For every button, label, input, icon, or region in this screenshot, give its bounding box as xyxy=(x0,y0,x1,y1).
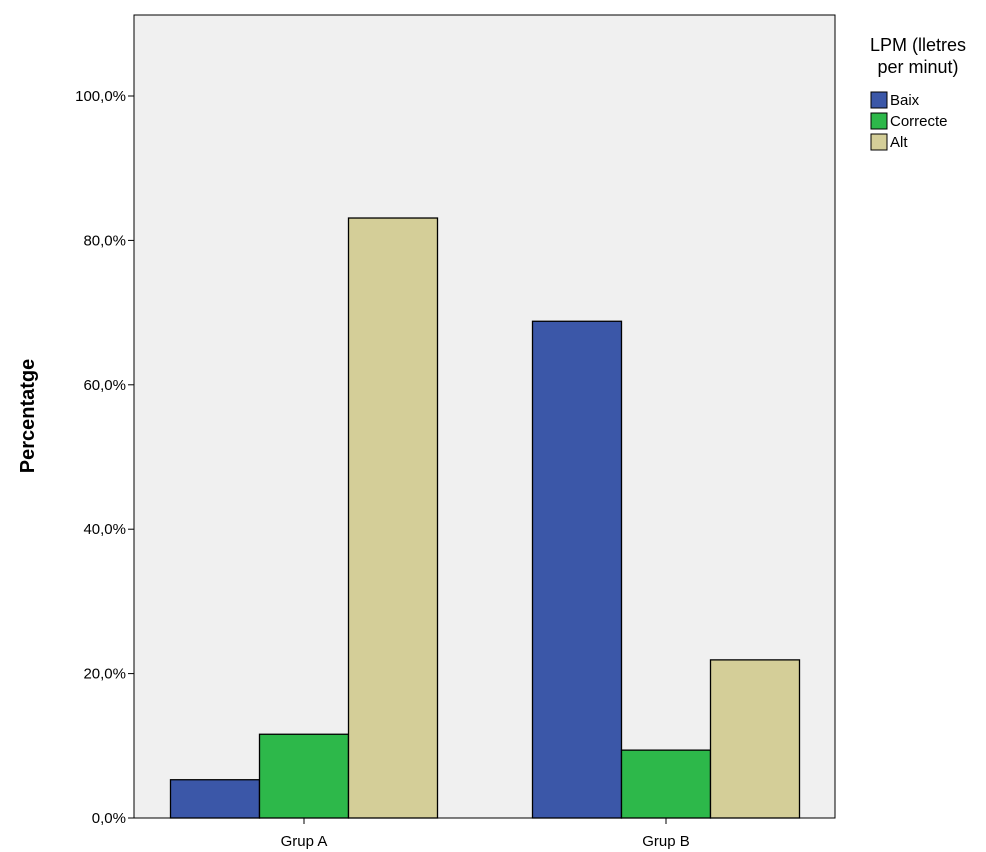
legend: LPM (lletres per minut) Baix Correcte Alt xyxy=(870,35,966,151)
y-tick-label: 80,0% xyxy=(83,232,126,249)
legend-label-alt: Alt xyxy=(890,134,908,151)
y-tick-label: 60,0% xyxy=(83,377,126,394)
x-tick-label: Grup A xyxy=(281,833,328,850)
legend-title-line-1: LPM (lletres xyxy=(870,35,966,55)
bar-correcte-grup-a xyxy=(258,733,350,819)
legend-swatch-alt xyxy=(870,133,888,151)
axes-group: 0,0% 20,0% 40,0% 60,0% 80,0% 100,0% Grup A Grup… xyxy=(75,88,690,850)
y-tick-label: 0,0% xyxy=(92,810,126,827)
bar-correcte-grup-b xyxy=(620,749,712,819)
legend-swatch-correcte xyxy=(870,112,888,130)
y-axis-label: Percentatge xyxy=(17,359,39,474)
bar-alt-grup-a xyxy=(347,217,439,819)
bars-group xyxy=(169,217,801,819)
y-tick-label: 40,0% xyxy=(83,521,126,538)
y-tick-label: 20,0% xyxy=(83,666,126,683)
legend-items: Baix Correcte Alt xyxy=(870,91,948,151)
bar-alt-grup-b xyxy=(709,659,801,819)
legend-label-correcte: Correcte xyxy=(890,113,948,130)
x-tick-label: Grup B xyxy=(642,833,690,850)
bar-baix-grup-a xyxy=(169,779,261,819)
y-tick-label: 100,0% xyxy=(75,88,126,105)
legend-title-line-2: per minut) xyxy=(877,57,958,77)
legend-label-baix: Baix xyxy=(890,92,920,109)
legend-swatch-baix xyxy=(870,91,888,109)
bar-baix-grup-b xyxy=(531,320,623,819)
